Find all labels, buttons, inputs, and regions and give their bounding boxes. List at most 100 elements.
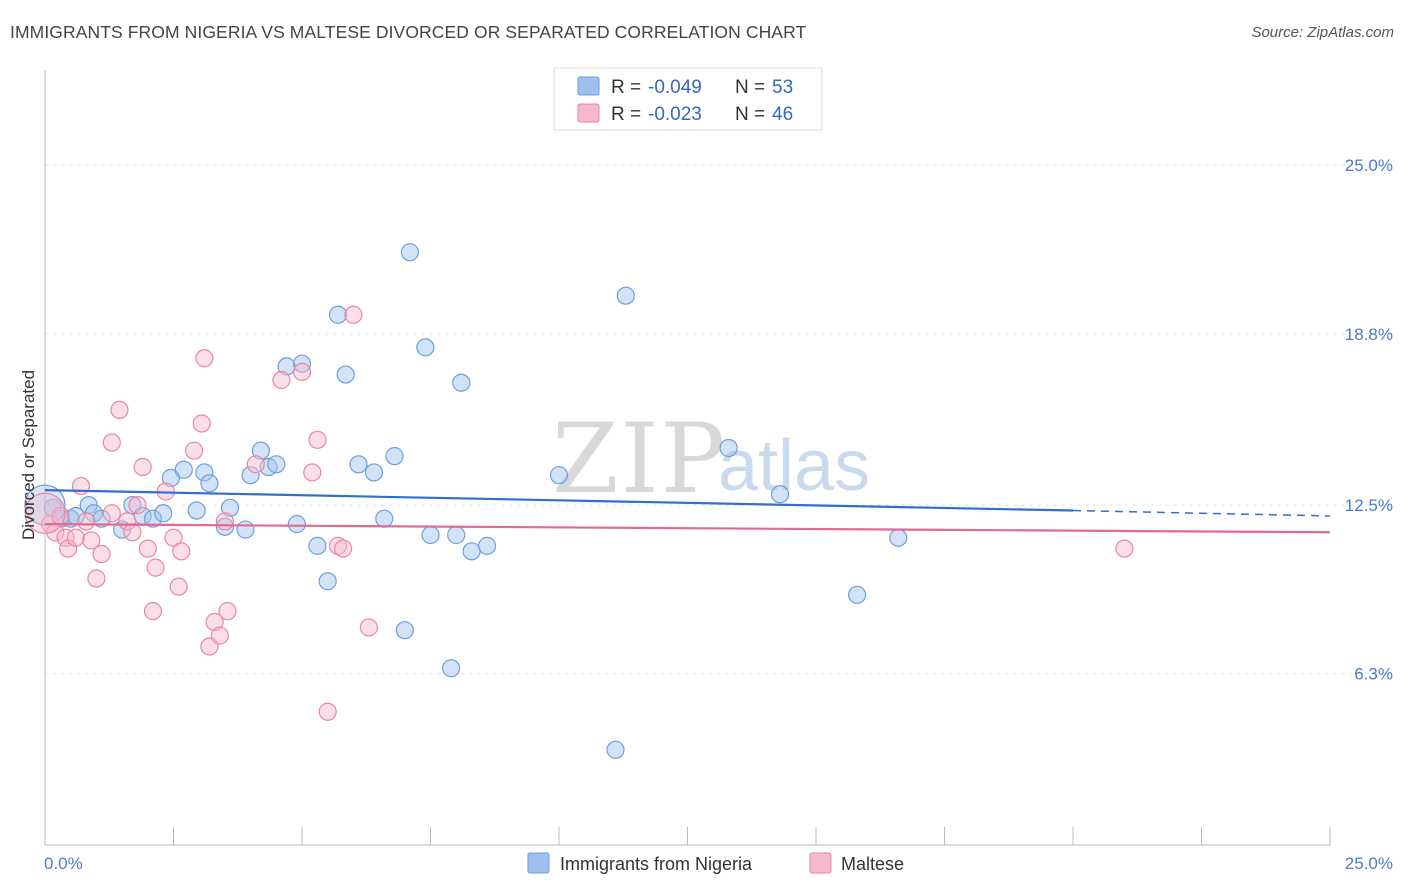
data-point	[133, 457, 152, 477]
bottom-legend-swatch-nigeria	[527, 852, 550, 874]
data-point	[102, 504, 121, 523]
data-point	[154, 504, 173, 523]
data-point	[328, 305, 348, 324]
data-point	[344, 305, 363, 324]
data-point	[770, 485, 790, 504]
data-point	[215, 517, 234, 536]
data-point	[215, 512, 234, 531]
data-point	[334, 539, 353, 558]
bottom-legend-label-nigeria: Immigrants from Nigeria	[560, 854, 753, 874]
legend-n-value-maltese: 46	[772, 104, 793, 125]
legend-n-label-maltese: N =	[735, 104, 765, 125]
data-point	[1115, 539, 1134, 558]
data-point	[143, 602, 163, 621]
data-point	[195, 349, 214, 368]
data-point	[462, 542, 481, 561]
legend-swatch-nigeria	[577, 76, 600, 96]
data-point	[102, 433, 121, 452]
bottom-legend-label-maltese: Maltese	[841, 854, 904, 874]
data-point	[719, 438, 738, 458]
data-point	[359, 618, 378, 637]
data-point	[251, 441, 270, 460]
legend-r-label-nigeria: R =	[611, 77, 641, 98]
data-point	[889, 528, 908, 547]
data-point	[292, 362, 312, 381]
series-layer	[24, 243, 1134, 759]
trend-line-nigeria	[44, 489, 1074, 512]
legend-r-value-nigeria: -0.049	[648, 77, 702, 98]
data-point	[385, 447, 404, 466]
data-point	[246, 455, 265, 474]
data-point	[128, 495, 147, 515]
legend-n-value-nigeria: 53	[772, 77, 793, 98]
x-tick-label-min: 0.0%	[44, 854, 83, 873]
data-point	[200, 474, 219, 493]
data-point	[161, 468, 181, 487]
data-point	[308, 430, 327, 449]
data-point	[92, 509, 111, 528]
x-tick-label-max: 25.0%	[1345, 854, 1393, 873]
y-tick-label: 12.5%	[1345, 496, 1393, 515]
legend-n-label-nigeria: N =	[735, 77, 765, 98]
data-point	[195, 463, 214, 482]
data-point	[303, 463, 322, 482]
data-point	[477, 536, 497, 555]
data-point	[146, 558, 165, 577]
data-point	[184, 441, 204, 460]
y-tick-labels: 6.3% 12.5% 18.8% 25.0%	[1345, 156, 1393, 684]
data-point	[82, 531, 101, 550]
series-maltese	[24, 305, 1134, 721]
trend-line-maltese	[44, 523, 1331, 534]
data-point	[187, 501, 206, 520]
data-point	[549, 466, 569, 485]
watermark-atlas: atlas	[718, 426, 870, 506]
data-point	[241, 466, 260, 485]
data-point	[220, 498, 240, 517]
data-point	[318, 572, 337, 591]
data-point	[308, 536, 327, 555]
data-point	[205, 612, 224, 632]
chart-title: IMMIGRANTS FROM NIGERIA VS MALTESE DIVOR…	[10, 22, 807, 42]
y-axis-title: Divorced or Separated	[19, 370, 38, 540]
data-point	[318, 702, 337, 721]
data-point	[328, 536, 348, 555]
data-point	[143, 509, 163, 528]
data-point	[421, 525, 440, 545]
data-point	[92, 544, 111, 564]
series-nigeria	[24, 243, 908, 759]
axes	[44, 70, 1331, 846]
data-point	[87, 569, 106, 588]
y-tick-label: 6.3%	[1354, 665, 1393, 684]
data-point	[267, 455, 286, 474]
data-point	[606, 740, 625, 759]
data-point	[336, 365, 355, 384]
data-point	[138, 539, 157, 558]
data-point	[416, 338, 435, 357]
grid-lines	[45, 164, 1392, 675]
data-point	[56, 528, 75, 547]
y-tick-label: 25.0%	[1345, 156, 1393, 175]
data-point	[287, 515, 306, 534]
data-point	[218, 602, 237, 621]
trend-line-extension	[1072, 509, 1331, 517]
data-point	[110, 400, 129, 420]
legend-r-label-maltese: R =	[611, 104, 641, 125]
watermark-zip: ZIP	[552, 403, 727, 515]
watermark: ZIP atlas	[552, 403, 870, 515]
data-point	[848, 585, 867, 604]
data-point	[441, 659, 461, 678]
data-point	[395, 621, 414, 640]
series-legend: Immigrants from Nigeria Maltese	[527, 852, 904, 874]
trend-layer	[44, 489, 1331, 534]
stats-legend: R = -0.049 N = 53 R = -0.023 N = 46	[553, 67, 823, 131]
data-point	[452, 373, 471, 392]
data-point	[172, 542, 191, 561]
data-point	[375, 509, 394, 528]
bottom-legend-swatch-maltese	[809, 852, 832, 874]
y-tick-label: 18.8%	[1345, 325, 1393, 344]
data-point	[174, 460, 193, 479]
data-point	[210, 626, 229, 645]
data-point	[164, 528, 183, 547]
data-point	[349, 455, 368, 474]
